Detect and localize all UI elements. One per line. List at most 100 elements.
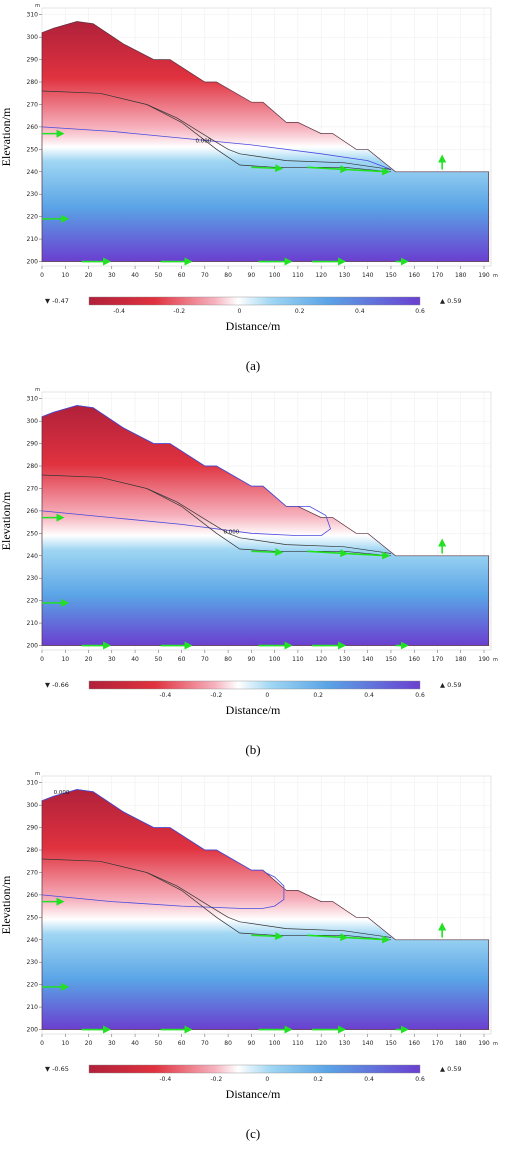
x-tick-label: 10 [61, 272, 69, 279]
y-unit-label: m [35, 771, 40, 777]
colorbar [88, 296, 421, 306]
y-tick-label: 270 [27, 101, 39, 108]
y-tick-label: 290 [27, 825, 39, 832]
y-tick-label: 200 [27, 643, 39, 650]
x-tick-label: 150 [385, 656, 397, 663]
flow-arrow [307, 165, 349, 174]
x-tick-label: 50 [155, 656, 163, 663]
y-tick-label: 250 [27, 530, 39, 537]
x-tick-label: 190 [478, 656, 490, 663]
y-tick-label: 240 [27, 937, 39, 944]
x-tick-label: 0 [40, 656, 44, 663]
flow-arrow [251, 548, 284, 557]
x-unit-label: m [493, 273, 498, 279]
y-tick-label: 300 [27, 418, 39, 425]
colorbar [88, 680, 421, 690]
y-tick-label: 310 [27, 12, 39, 19]
y-tick-label: 300 [27, 802, 39, 809]
y-tick-label: 200 [27, 259, 39, 266]
x-tick-label: 130 [339, 1040, 351, 1047]
flow-arrow [251, 164, 284, 173]
flow-arrow [307, 549, 349, 558]
x-tick-label: 10 [61, 656, 69, 663]
panel-c: 0.000 0 10 20 30 40 50 60 70 80 90 100 110 120 130 140 1… [0, 768, 505, 1152]
slip-line-upper [41, 474, 392, 554]
colorbar-tick-label: -0.4 [160, 692, 172, 699]
x-tick-label: 170 [432, 1040, 444, 1047]
x-tick-label: 190 [478, 272, 490, 279]
colorbar-tick-label: 0.2 [295, 308, 305, 315]
x-tick-label: 90 [248, 272, 256, 279]
x-tick-label: 40 [131, 272, 139, 279]
y-tick-label: 210 [27, 236, 39, 243]
y-tick-label: 290 [27, 57, 39, 64]
colorbar [88, 1064, 421, 1074]
y-tick-label: 310 [27, 780, 39, 787]
y-axis-label: Elevation/m [0, 107, 13, 166]
y-axis-label: Elevation/m [0, 875, 13, 934]
colorbar-tick-label: 0.6 [415, 692, 425, 699]
x-tick-label: 80 [224, 656, 232, 663]
colorbar-min-label: ▼ -0.65 [45, 1065, 69, 1073]
colorbar-tick-label: -0.2 [210, 692, 222, 699]
x-tick-label: 120 [315, 1040, 327, 1047]
y-tick-label: 220 [27, 598, 39, 605]
y-tick-label: 210 [27, 1004, 39, 1011]
x-tick-label: 30 [108, 1040, 116, 1047]
x-tick-label: 80 [224, 272, 232, 279]
flow-arrow [307, 933, 349, 942]
x-tick-label: 10 [61, 1040, 69, 1047]
x-tick-label: 100 [269, 272, 281, 279]
x-tick-label: 0 [40, 272, 44, 279]
y-tick-label: 250 [27, 146, 39, 153]
chart-svg-0: 0.000 0 10 20 30 40 50 60 70 80 90 100 110 120 130 140 1… [0, 3, 498, 373]
y-tick-label: 310 [27, 396, 39, 403]
contour-label: 0.000 [196, 139, 212, 145]
x-axis-label: Distance/m [226, 1087, 281, 1101]
x-tick-label: 130 [339, 272, 351, 279]
x-tick-label: 130 [339, 656, 351, 663]
colorbar-tick-label: 0 [238, 308, 242, 315]
seepage-outline [41, 789, 263, 871]
x-tick-label: 160 [409, 656, 421, 663]
seepage-outline [41, 405, 298, 507]
y-tick-label: 220 [27, 982, 39, 989]
colorbar-tick-label: 0.4 [364, 692, 374, 699]
x-tick-label: 180 [455, 656, 467, 663]
y-tick-label: 230 [27, 959, 39, 966]
y-tick-label: 250 [27, 914, 39, 921]
colorbar-tick-label: -0.2 [210, 1076, 222, 1083]
x-tick-label: 150 [385, 272, 397, 279]
x-tick-label: 60 [178, 656, 186, 663]
flow-arrow [346, 935, 391, 944]
x-tick-label: 50 [155, 1040, 163, 1047]
colorbar-tick-label: -0.4 [113, 308, 125, 315]
x-tick-label: 140 [362, 272, 374, 279]
y-tick-label: 270 [27, 485, 39, 492]
panel-caption: (b) [245, 742, 260, 757]
x-tick-label: 70 [201, 272, 209, 279]
x-tick-label: 90 [248, 656, 256, 663]
y-tick-label: 260 [27, 508, 39, 515]
x-tick-label: 20 [85, 272, 93, 279]
zero-contour-line [41, 869, 285, 909]
chart-svg-1: 0.000 0 10 20 30 40 50 60 70 80 90 100 110 120 130 140 1… [0, 387, 498, 757]
x-tick-label: 20 [85, 656, 93, 663]
x-tick-label: 180 [455, 272, 467, 279]
y-tick-label: 260 [27, 892, 39, 899]
colorbar-tick-label: 0.4 [364, 1076, 374, 1083]
y-tick-label: 260 [27, 124, 39, 131]
colorbar-tick-label: 0.4 [355, 308, 365, 315]
x-tick-label: 110 [292, 656, 304, 663]
colorbar-tick-label: 0.2 [313, 1076, 323, 1083]
flow-arrow [346, 551, 391, 560]
x-tick-label: 140 [362, 656, 374, 663]
panel-b: 0.000 0 10 20 30 40 50 60 70 80 90 100 110 120 130 140 1… [0, 384, 505, 768]
x-tick-label: 90 [248, 1040, 256, 1047]
x-tick-label: 80 [224, 1040, 232, 1047]
x-tick-label: 150 [385, 1040, 397, 1047]
x-tick-label: 190 [478, 1040, 490, 1047]
flow-arrow [251, 932, 284, 941]
x-tick-label: 120 [315, 272, 327, 279]
y-unit-label: m [35, 3, 40, 9]
